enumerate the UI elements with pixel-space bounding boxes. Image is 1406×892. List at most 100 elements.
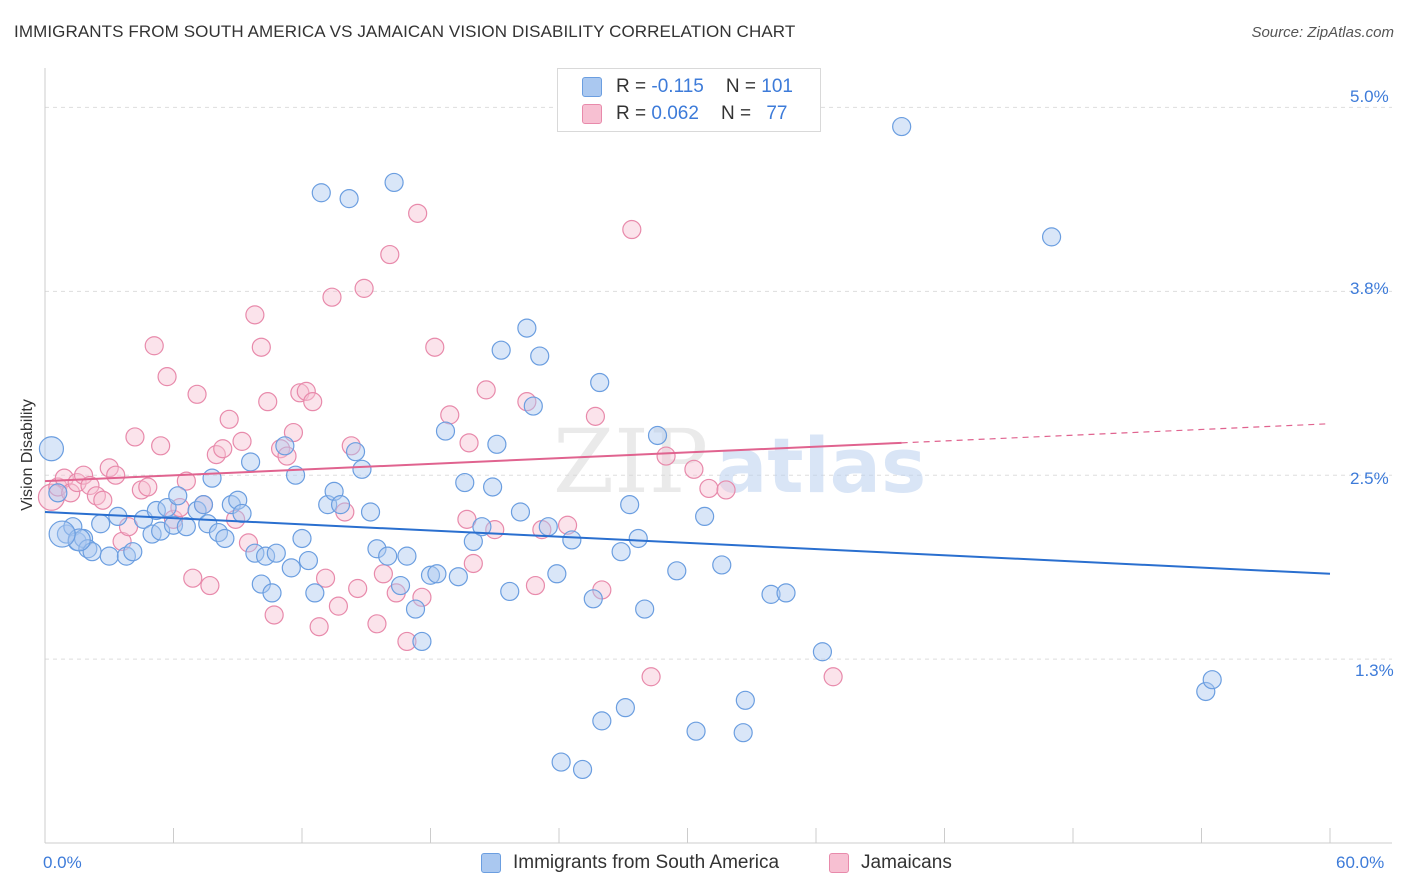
watermark-atlas: atlas: [716, 421, 926, 510]
jamaicans-point: [99, 458, 119, 478]
south-america-point: [311, 183, 331, 203]
jamaicans-point: [80, 475, 100, 496]
south-america-point: [384, 172, 404, 193]
legend-item-jamaicans[interactable]: Jamaicans: [829, 852, 952, 874]
south-america-point: [491, 340, 511, 360]
legend-r-label: R =: [616, 76, 647, 97]
south-america-point: [298, 550, 319, 571]
south-america-point: [339, 189, 359, 209]
jamaicans-point: [459, 433, 479, 453]
legend-n-label: N =: [725, 76, 756, 97]
jamaicans-point: [425, 337, 445, 357]
legend-r-value: -0.115: [651, 76, 704, 97]
south-america-point: [38, 436, 65, 462]
south-america-point: [305, 583, 325, 603]
legend-n-label: N =: [720, 103, 752, 124]
south-america-point: [281, 558, 301, 578]
south-america-point: [146, 500, 166, 521]
south-america-point: [48, 483, 68, 503]
south-america-point: [667, 561, 687, 581]
legend-label: Jamaicans: [861, 852, 952, 873]
legend-n-value: 101: [761, 76, 793, 97]
y-tick-label: 5.0%: [1350, 87, 1389, 106]
jamaicans-point: [187, 384, 207, 404]
south-america-point: [510, 502, 531, 522]
south-america-point: [472, 517, 492, 537]
south-america-point: [215, 528, 235, 549]
jamaicans-point: [183, 568, 203, 588]
south-america-point: [572, 759, 593, 780]
south-america-point: [538, 517, 558, 537]
x-min-label: 0.0%: [43, 853, 82, 872]
series-legend: Immigrants from South America Jamaicans: [0, 852, 1406, 878]
south-america-point: [635, 599, 655, 619]
south-america-point: [812, 642, 833, 662]
south-america-point: [405, 599, 426, 619]
south-america-point: [733, 723, 753, 743]
south-america-point: [487, 434, 507, 454]
south-america-point: [202, 468, 222, 488]
series-jamaicans: [37, 203, 843, 687]
south-america-point: [547, 564, 567, 584]
south-america-point: [892, 116, 912, 137]
jamaicans-point: [622, 219, 642, 240]
legend-swatch-pink: [582, 104, 602, 124]
legend-r-label: R =: [616, 103, 647, 124]
south-america-point: [615, 698, 635, 718]
south-america-point: [427, 564, 447, 584]
jamaicans-point: [354, 278, 374, 298]
trend-lines: [44, 423, 1331, 575]
y-tick-label: 1.3%: [1355, 661, 1394, 680]
south-america-point: [352, 459, 372, 479]
jamaicans-point: [716, 480, 736, 500]
y-tick-label: 3.8%: [1350, 279, 1389, 298]
jamaicans-point: [348, 578, 368, 599]
jamaicans-point: [151, 436, 171, 456]
south-america-point: [1202, 670, 1222, 690]
legend-swatch-blue: [481, 853, 501, 873]
legend-row-south-america: R = -0.115 N = 101: [582, 74, 793, 100]
x-max-label: 60.0%: [1336, 853, 1385, 872]
jamaicans-trend-extension: [901, 423, 1331, 444]
jamaicans-point: [251, 337, 271, 357]
axes: [44, 68, 1392, 844]
south-america-point: [592, 711, 612, 731]
jamaicans-point: [93, 490, 113, 510]
chart-title: IMMIGRANTS FROM SOUTH AMERICA VS JAMAICA…: [14, 22, 796, 41]
south-america-point: [517, 318, 537, 338]
south-america-point: [628, 528, 648, 549]
jamaicans-point: [373, 564, 393, 584]
south-america-point: [695, 506, 715, 527]
jamaicans-point: [315, 568, 336, 588]
legend-n-value: 77: [766, 103, 788, 124]
south-america-point: [455, 472, 475, 493]
jamaicans-point: [412, 587, 432, 607]
south-america-point: [367, 539, 387, 559]
south-america-point: [420, 565, 441, 585]
jamaicans-point: [397, 631, 417, 652]
jamaicans-point: [322, 287, 342, 307]
jamaicans-point: [380, 244, 400, 265]
south-america-point: [67, 528, 91, 552]
jamaicans-point: [176, 471, 196, 491]
jamaicans-point: [258, 392, 278, 412]
south-america-point: [647, 425, 668, 446]
south-america-point: [1041, 227, 1062, 247]
south-america-point: [266, 543, 286, 563]
jamaicans-point: [245, 305, 265, 325]
south-america-point: [483, 477, 503, 497]
south-america-point: [412, 631, 432, 652]
south-america-point: [397, 546, 417, 566]
south-america-point: [262, 583, 282, 603]
source-label: Source: ZipAtlas.com: [1251, 24, 1394, 41]
watermark: ZIP atlas: [553, 410, 926, 513]
south-america-point: [686, 721, 706, 741]
south-america-point: [761, 584, 781, 604]
south-america-point: [435, 421, 456, 441]
south-america-point: [523, 396, 543, 416]
south-america-point: [330, 495, 351, 515]
jamaicans-point: [823, 667, 843, 687]
jamaicans-point: [328, 596, 349, 616]
legend-item-south-america[interactable]: Immigrants from South America: [481, 852, 779, 874]
south-america-point: [275, 436, 295, 456]
